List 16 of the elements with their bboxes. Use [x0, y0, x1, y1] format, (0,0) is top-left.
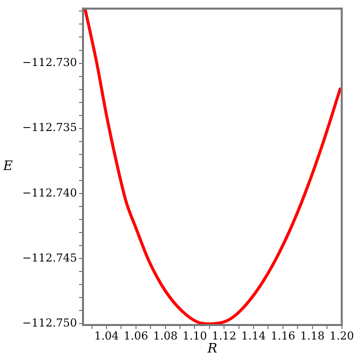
y-tick-label: −112.735	[22, 121, 77, 134]
y-tick-label: −112.745	[22, 251, 77, 264]
x-tick-label: 1.08	[153, 329, 178, 342]
x-tick-label: 1.20	[330, 329, 354, 342]
x-tick-label: 1.04	[94, 329, 119, 342]
y-tick-label: −112.740	[22, 186, 77, 200]
x-tick-label: 1.14	[241, 329, 266, 342]
x-tick-label: 1.18	[300, 329, 325, 342]
x-tick-label: 1.10	[182, 329, 207, 342]
y-axis-title: E	[2, 159, 14, 174]
x-axis-title: R	[206, 341, 218, 355]
y-tick-label: −112.750	[22, 316, 77, 330]
y-tick-label: −112.730	[22, 56, 77, 70]
x-tick-label: 1.12	[212, 329, 236, 342]
x-tick-label: 1.16	[270, 329, 296, 342]
x-tick-label: 1.06	[124, 329, 148, 342]
